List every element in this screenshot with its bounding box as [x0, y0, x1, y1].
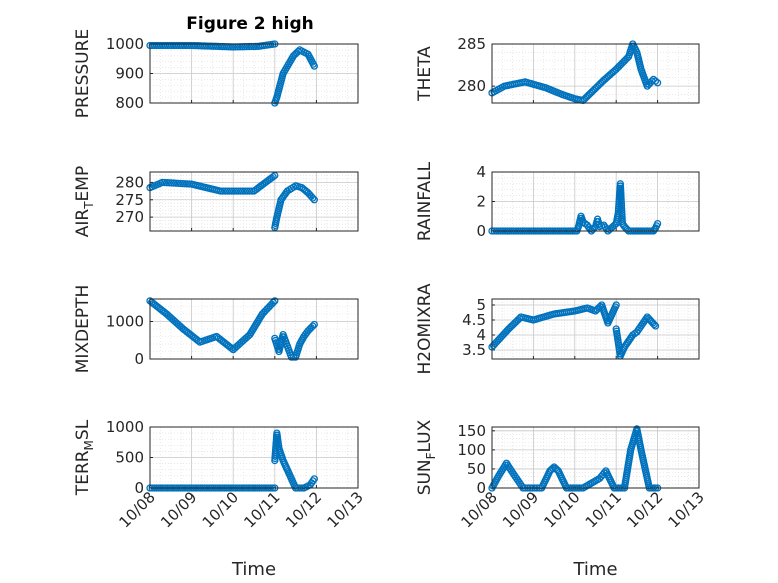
- data-point: [650, 225, 659, 234]
- data-point: [651, 322, 660, 330]
- data-point: [243, 187, 251, 195]
- data-point: [310, 320, 318, 329]
- data-point: [651, 77, 660, 85]
- y-tick-label: 3.5: [462, 341, 486, 359]
- x-axis-label: Time: [231, 559, 276, 580]
- y-tick-label: 2: [476, 193, 486, 211]
- axes-frame: [149, 298, 359, 360]
- y-tick-label: 50: [467, 460, 486, 478]
- y-axis-label: THETA: [415, 46, 435, 102]
- data-point: [269, 173, 277, 181]
- data-point: [219, 187, 227, 195]
- data-point: [232, 187, 240, 195]
- y-tick-label: 900: [115, 65, 144, 83]
- y-tick-label: 4: [476, 163, 486, 181]
- data-point: [234, 187, 243, 195]
- y-tick-label: 0: [134, 350, 144, 368]
- data-point: [653, 79, 662, 87]
- axes-frame: [149, 43, 359, 104]
- data-point: [223, 187, 232, 195]
- data-point: [309, 194, 317, 202]
- y-tick-label: 275: [115, 191, 144, 209]
- y-tick-label: 4.5: [462, 311, 486, 329]
- axes-rainfall: 0 2 4 RAINFALL: [415, 161, 700, 241]
- data-point: [653, 219, 662, 228]
- axes-h2omixra: 3.544.55 H2OMIXRA: [415, 283, 700, 375]
- y-tick-label: 280: [115, 173, 144, 191]
- data-point: [248, 187, 256, 195]
- axes-mixdepth: 0 1000 MIXDEPTH: [73, 285, 359, 374]
- x-axis-label: Time: [572, 559, 617, 580]
- y-tick-label: 285: [457, 35, 486, 53]
- y-tick-label: 0: [476, 222, 486, 240]
- y-axis-label: TERRMSL: [73, 419, 96, 496]
- y-axis-label: PRESSURE: [73, 29, 93, 118]
- axes-theta: 280 285 THETA: [415, 35, 700, 105]
- data-point: [309, 322, 317, 330]
- data-point: [241, 187, 249, 195]
- axes-frame: [491, 171, 700, 232]
- y-tick-label: 500: [115, 449, 144, 467]
- axes-frame: [149, 171, 359, 232]
- data-point: [237, 187, 245, 195]
- data-point: [650, 320, 658, 329]
- data-point: [310, 475, 318, 483]
- y-tick-label: 270: [115, 208, 144, 226]
- data-point: [225, 187, 234, 195]
- axes-frame: [491, 43, 700, 104]
- y-tick-label: 1000: [106, 35, 144, 53]
- y-axis-label: SUNFLUX: [415, 419, 438, 495]
- axes-frame: [149, 426, 359, 489]
- data-point: [271, 297, 279, 305]
- y-tick-label: 5: [476, 296, 486, 314]
- y-tick-label: 100: [457, 441, 486, 459]
- y-tick-label: 1000: [106, 418, 144, 436]
- data-point: [239, 187, 247, 195]
- data-point: [612, 301, 620, 309]
- axes-frame: [491, 426, 700, 489]
- figure-title: Figure 2 high: [186, 14, 314, 34]
- data-point: [221, 187, 229, 195]
- y-axis-label: RAINFALL: [415, 161, 435, 241]
- y-tick-label: 0: [476, 479, 486, 497]
- data-point: [217, 187, 225, 195]
- axes-frame: [491, 298, 700, 360]
- y-axis-label: AIRTEMP: [73, 166, 96, 237]
- y-axis-label: H2OMIXRA: [415, 283, 435, 374]
- data-point: [230, 187, 238, 195]
- y-tick-label: 4: [476, 326, 486, 344]
- data-point: [310, 62, 318, 70]
- y-axis-label: MIXDEPTH: [73, 285, 93, 374]
- axes-pressure: 800 900 1000 PRESSURE: [73, 29, 359, 118]
- data-point: [269, 298, 277, 307]
- y-tick-label: 800: [115, 94, 144, 112]
- data-point: [228, 187, 236, 195]
- y-tick-label: 1000: [106, 313, 144, 331]
- y-tick-label: 0: [134, 479, 144, 497]
- data-point: [310, 196, 318, 204]
- y-tick-label: 280: [457, 77, 486, 95]
- y-tick-label: 150: [457, 422, 486, 440]
- data-point: [623, 54, 631, 62]
